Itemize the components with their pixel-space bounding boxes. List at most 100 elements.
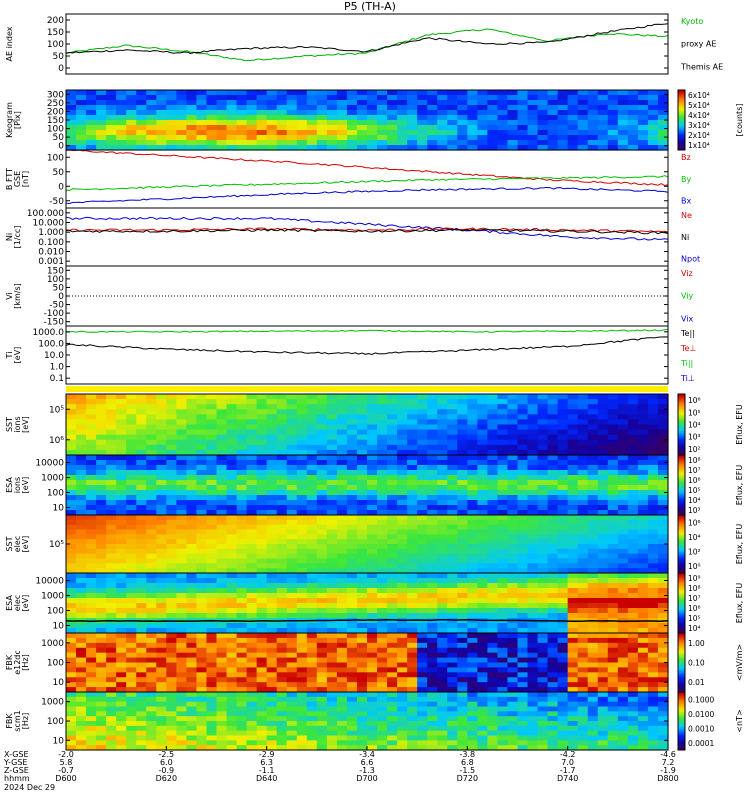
heatmap-cell xyxy=(146,524,157,531)
heatmap-cell xyxy=(76,687,87,693)
heatmap-cell xyxy=(96,735,107,741)
heatmap-cell xyxy=(447,90,458,96)
heatmap-cell xyxy=(86,633,97,639)
heatmap-cell xyxy=(86,548,97,555)
heatmap-cell xyxy=(206,490,218,496)
colorbar-swatch xyxy=(678,544,685,547)
heatmap-cell xyxy=(417,608,428,614)
heatmap-cell xyxy=(226,725,238,732)
heatmap-cell xyxy=(387,515,398,521)
heatmap-cell xyxy=(106,721,117,727)
heatmap-cell xyxy=(326,480,338,486)
heatmap-cell xyxy=(76,460,87,466)
heatmap-cell xyxy=(116,409,127,415)
colorbar-swatch xyxy=(678,621,685,624)
heatmap-cell xyxy=(447,662,458,669)
heatmap-cell xyxy=(216,424,228,431)
heatmap-cell xyxy=(407,110,418,116)
heatmap-cell xyxy=(447,145,458,151)
heatmap-cell xyxy=(427,485,438,491)
heatmap-cell xyxy=(266,100,278,106)
heatmap-cell xyxy=(226,633,238,639)
heatmap-cell xyxy=(607,470,619,476)
heatmap-cell xyxy=(256,667,268,673)
heatmap-cell xyxy=(577,434,589,441)
heatmap-cell xyxy=(336,95,348,101)
heatmap-cell xyxy=(296,130,308,136)
heatmap-cell xyxy=(497,593,509,599)
heatmap-cell xyxy=(226,145,238,151)
heatmap-cell xyxy=(276,455,288,461)
colorbar-swatch xyxy=(678,528,685,531)
heatmap-cell xyxy=(286,578,298,584)
heatmap-cell xyxy=(146,623,157,629)
heatmap-cell xyxy=(86,519,97,526)
heatmap-cell xyxy=(276,677,288,683)
heatmap-cell xyxy=(507,404,519,410)
heatmap-cell xyxy=(186,135,198,141)
heatmap-cell xyxy=(166,558,177,564)
heatmap-cell xyxy=(206,414,218,421)
heatmap-cell xyxy=(437,598,448,604)
heatmap-cell xyxy=(86,711,97,717)
colorbar-swatch xyxy=(678,540,685,543)
heatmap-cell xyxy=(126,475,137,481)
heatmap-cell xyxy=(356,434,368,441)
heatmap-cell xyxy=(276,105,288,111)
heatmap-cell xyxy=(306,460,318,466)
heatmap-cell xyxy=(66,120,77,126)
heatmap-cell xyxy=(397,682,408,688)
heatmap-cell xyxy=(367,618,378,624)
heatmap-cell xyxy=(607,529,619,535)
heatmap-cell xyxy=(206,524,218,531)
heatmap-cell xyxy=(336,120,348,126)
heatmap-cell xyxy=(126,115,137,121)
heatmap-cell xyxy=(116,603,127,609)
heatmap-cell xyxy=(86,740,97,746)
heatmap-cell xyxy=(276,519,288,526)
heatmap-cell xyxy=(246,465,258,471)
heatmap-cell xyxy=(176,568,187,574)
heatmap-cell xyxy=(216,633,228,639)
heatmap-cell xyxy=(377,404,388,410)
heatmap-cell xyxy=(497,490,509,496)
heatmap-cell xyxy=(557,539,569,545)
heatmap-cell xyxy=(286,460,298,466)
heatmap-cell xyxy=(116,404,127,410)
heatmap-cell xyxy=(146,505,157,511)
heatmap-cell xyxy=(457,677,468,683)
colorbar-swatch xyxy=(678,92,685,95)
heatmap-cell xyxy=(377,460,388,466)
heatmap-cell xyxy=(547,633,559,639)
heatmap-cell xyxy=(156,623,167,629)
heatmap-cell xyxy=(336,603,348,609)
heatmap-cell xyxy=(186,524,198,531)
heatmap-cell xyxy=(497,510,509,516)
heatmap-cell xyxy=(76,404,87,410)
heatmap-cell xyxy=(76,510,87,516)
heatmap-cell xyxy=(166,120,177,126)
heatmap-cell xyxy=(286,544,298,550)
heatmap-cell xyxy=(216,110,228,116)
heatmap-cell xyxy=(637,628,649,634)
heatmap-cell xyxy=(517,553,529,560)
colorbar-swatch xyxy=(678,436,685,440)
colorbar-swatch xyxy=(678,455,685,458)
colorbar-tick: 5x10⁴ xyxy=(688,101,710,110)
heatmap-cell xyxy=(387,444,398,451)
heatmap-cell xyxy=(637,623,649,629)
heatmap-cell xyxy=(226,480,238,486)
heatmap-cell xyxy=(627,544,639,550)
heatmap-cell xyxy=(86,424,97,431)
heatmap-cell xyxy=(146,455,157,461)
heatmap-cell xyxy=(547,135,559,141)
heatmap-cell xyxy=(487,429,499,436)
heatmap-cell xyxy=(226,470,238,476)
colorbar-swatch xyxy=(678,547,685,551)
heatmap-cell xyxy=(336,495,348,501)
heatmap-cell xyxy=(256,588,268,594)
heatmap-cell xyxy=(256,95,268,101)
heatmap-cell xyxy=(336,647,348,654)
heatmap-cell xyxy=(647,444,659,451)
heatmap-cell xyxy=(637,642,649,649)
